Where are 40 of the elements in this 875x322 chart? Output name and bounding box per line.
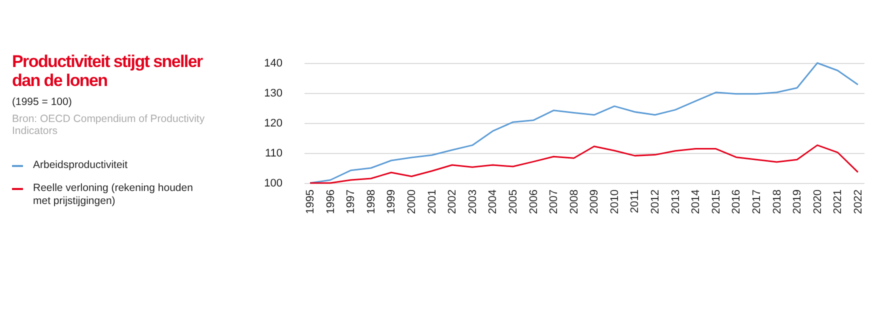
x-tick-label: 1999 (386, 190, 398, 214)
legend-label: Arbeidsproductiviteit (33, 159, 128, 172)
x-tick-label: 2020 (812, 190, 824, 214)
x-tick-label: 2009 (588, 190, 601, 214)
y-tick-label: 100 (264, 178, 282, 190)
x-tick-label: 2014 (690, 190, 702, 214)
x-tick-label: 1998 (365, 190, 378, 214)
x-tick-label: 2016 (730, 190, 743, 214)
text: Productiviteit stijgt sneller dan de lonen (12, 52, 204, 90)
x-tick-label: 2001 (426, 190, 438, 214)
x-tick-label: 2003 (466, 190, 479, 214)
x-tick-label: 2022 (852, 190, 864, 214)
x-tick-label: 2015 (710, 190, 722, 214)
text: Bron: OECD Compendium of Productivity Indicators (12, 113, 206, 137)
x-tick-label: 2019 (792, 190, 804, 214)
x-tick-label: 2008 (568, 190, 580, 214)
x-tick-label: 2017 (750, 190, 763, 214)
y-tick-label: 130 (264, 88, 282, 100)
x-tick-label: 2011 (629, 190, 642, 214)
x-tick-label: 2013 (670, 190, 682, 214)
x-tick-label: 2021 (832, 190, 844, 214)
line-series (309, 144, 859, 184)
y-tick-label: 110 (264, 148, 282, 160)
x-tick-label: 2012 (650, 190, 662, 214)
x-tick-label: 2018 (771, 190, 784, 214)
x-tick-label: 1997 (345, 190, 358, 214)
text: (1995 = 100) (12, 96, 73, 108)
y-tick-label: 120 (264, 118, 282, 130)
x-tick-label: 1995 (304, 190, 317, 214)
legend-label: Reelle verloning (rekening houden met prijstijgingen) (33, 182, 194, 208)
x-tick-label: 2005 (507, 190, 520, 214)
x-tick-label: 2000 (406, 190, 418, 214)
line-series (309, 62, 859, 184)
y-tick-label: 140 (264, 58, 282, 70)
x-tick-label: 2004 (487, 190, 500, 214)
x-tick-label: 2010 (608, 190, 621, 214)
x-tick-label: 1996 (324, 190, 337, 214)
x-tick-label: 2002 (446, 190, 459, 214)
x-tick-label: 2007 (548, 190, 560, 214)
x-tick-label: 2006 (528, 190, 540, 214)
